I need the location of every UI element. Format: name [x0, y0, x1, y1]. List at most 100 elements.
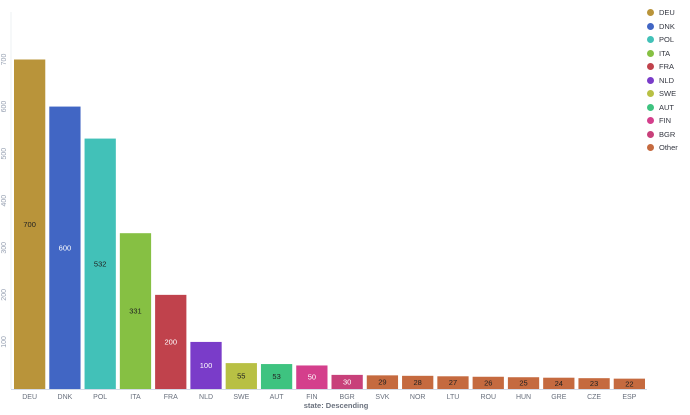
- bar-value-label: 28: [414, 378, 422, 387]
- bar-fin[interactable]: [296, 365, 328, 389]
- bar-rou[interactable]: [472, 376, 504, 389]
- bar-value-label: 53: [272, 372, 280, 381]
- bar-value-label: 27: [449, 378, 457, 387]
- y-tick-label: 700: [1, 54, 8, 66]
- bar-svk[interactable]: [366, 375, 399, 389]
- bar-bgr[interactable]: [331, 374, 363, 389]
- legend-label: FRA: [659, 62, 674, 72]
- legend-swatch: [647, 63, 654, 71]
- bars-group: 700 600 532 331 200 100 55 53 50 30 29 28 27 26 25 24 23…: [14, 59, 645, 390]
- y-tick-label: 600: [1, 101, 8, 113]
- x-axis-title: state: Descending: [303, 401, 369, 410]
- x-tick-label: DNK: [58, 394, 73, 401]
- legend-item-other[interactable]: Other: [647, 141, 690, 155]
- bar-ita[interactable]: [119, 233, 152, 389]
- legend-swatch: [647, 103, 654, 111]
- y-tick-label: 200: [1, 289, 8, 301]
- y-tick-label: 500: [1, 148, 8, 160]
- legend-item-bgr[interactable]: BGR: [647, 128, 690, 142]
- bar-value-label: 700: [23, 220, 36, 229]
- legend-item-pol[interactable]: POL: [647, 33, 690, 47]
- bar-value-label: 600: [59, 243, 72, 252]
- bar-value-label: 50: [308, 373, 316, 382]
- y-tick-label: 100: [1, 336, 8, 348]
- legend-item-deu[interactable]: DEU: [647, 6, 690, 20]
- bar-value-label: 100: [200, 361, 213, 370]
- legend-item-fra[interactable]: FRA: [647, 60, 690, 74]
- legend-item-swe[interactable]: SWE: [647, 87, 690, 101]
- bar-value-label: 532: [94, 259, 107, 268]
- bar-nld[interactable]: [190, 341, 222, 389]
- legend-item-nld[interactable]: NLD: [647, 74, 690, 88]
- x-tick-label: AUT: [270, 394, 285, 401]
- x-tick-label: FRA: [164, 394, 178, 401]
- bar-cze[interactable]: [578, 378, 610, 389]
- legend-label: ITA: [659, 48, 671, 58]
- x-tick-label: NLD: [199, 394, 213, 401]
- bar-hun[interactable]: [507, 377, 540, 389]
- bar-value-label: 22: [625, 379, 633, 388]
- legend-item-dnk[interactable]: DNK: [647, 20, 690, 34]
- x-tick-label: NOR: [410, 394, 426, 401]
- bar-value-label: 331: [129, 307, 142, 316]
- legend-label: POL: [659, 35, 675, 45]
- bar-value-label: 30: [343, 377, 351, 386]
- legend-label: Other: [659, 143, 678, 153]
- legend-swatch: [647, 9, 654, 17]
- x-tick-label: ESP: [622, 394, 636, 401]
- bar-value-label: 25: [519, 379, 527, 388]
- bar-value-label: 26: [484, 378, 492, 387]
- bar-value-label: 24: [555, 379, 563, 388]
- legend-swatch: [647, 36, 654, 44]
- bar-aut[interactable]: [260, 364, 293, 389]
- bar-ltu[interactable]: [437, 376, 469, 389]
- legend-label: NLD: [659, 75, 675, 85]
- legend-swatch: [647, 22, 654, 30]
- bar-pol[interactable]: [84, 138, 116, 389]
- chart-legend: DEU DNK POL ITA FRA NLD SWE AUT FIN BGR Other: [647, 6, 690, 155]
- bar-nor[interactable]: [402, 375, 434, 389]
- bar-gre[interactable]: [543, 377, 575, 389]
- legend-label: SWE: [659, 89, 677, 99]
- y-axis: 100 200 300 400 500 600 700: [1, 12, 12, 389]
- bar-swe[interactable]: [225, 363, 257, 389]
- x-tick-label: ITA: [130, 394, 141, 401]
- legend-item-fin[interactable]: FIN: [647, 114, 690, 128]
- x-tick-label: BGR: [340, 394, 355, 401]
- legend-label: BGR: [659, 129, 676, 139]
- x-tick-label: POL: [93, 394, 107, 401]
- x-tick-label: SVK: [375, 394, 389, 401]
- legend-swatch: [647, 130, 654, 138]
- bar-value-label: 200: [164, 337, 177, 346]
- bar-esp[interactable]: [613, 378, 645, 389]
- legend-item-aut[interactable]: AUT: [647, 101, 690, 115]
- x-tick-label: DEU: [22, 394, 37, 401]
- legend-swatch: [647, 144, 654, 152]
- y-tick-label: 400: [1, 195, 8, 207]
- bar-dnk[interactable]: [49, 106, 81, 390]
- bar-deu[interactable]: [14, 59, 46, 390]
- y-tick-label: 300: [1, 242, 8, 254]
- x-tick-label: GRE: [551, 394, 567, 401]
- legend-label: AUT: [659, 102, 674, 112]
- bar-value-label: 23: [590, 379, 598, 388]
- legend-label: FIN: [659, 116, 672, 126]
- legend-label: DNK: [659, 21, 675, 31]
- x-axis: DEU DNK POL ITA FRA NLD SWE AUT FIN BGR SVK NOR LTU R…: [11, 389, 647, 401]
- x-tick-label: CZE: [587, 394, 601, 401]
- bar-value-label: 29: [378, 378, 386, 387]
- legend-label: DEU: [659, 8, 675, 18]
- x-tick-label: SWE: [233, 394, 249, 401]
- legend-swatch: [647, 76, 654, 84]
- bar-value-label: 55: [237, 372, 245, 381]
- x-tick-label: ROU: [480, 394, 496, 401]
- legend-swatch: [647, 117, 654, 125]
- legend-swatch: [647, 90, 654, 98]
- x-tick-label: LTU: [447, 394, 460, 401]
- legend-item-ita[interactable]: ITA: [647, 47, 690, 61]
- x-tick-label: FIN: [306, 394, 317, 401]
- x-tick-label: HUN: [516, 394, 531, 401]
- legend-swatch: [647, 49, 654, 57]
- bar-fra[interactable]: [155, 294, 187, 389]
